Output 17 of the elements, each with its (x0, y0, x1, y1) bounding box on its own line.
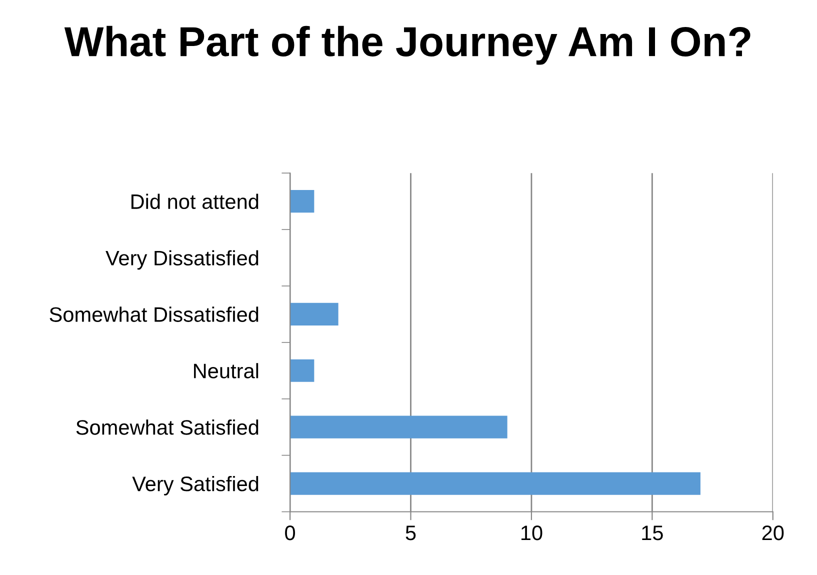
bar (290, 416, 508, 438)
y-tick-label: Neutral (194, 363, 258, 378)
bar (290, 359, 314, 382)
x-tick-label: 10 (521, 525, 542, 540)
chart-title: What Part of the Journey Am I On? (64, 26, 750, 65)
bar (290, 190, 314, 213)
x-tick-label: 20 (762, 525, 784, 540)
bar (290, 302, 338, 326)
y-tick-label: Somewhat Satisfied (76, 420, 258, 435)
y-tick-label: Very Satisfied (132, 476, 258, 496)
x-tick-label: 0 (285, 525, 296, 540)
bar (290, 472, 700, 495)
y-tick-label: Did not attend (131, 194, 258, 210)
y-tick-label: Very Dissatisfied (106, 250, 258, 270)
x-tick-label: 15 (642, 526, 663, 540)
x-tick-label: 5 (406, 526, 416, 540)
y-tick-label: Somewhat Dissatisfied (50, 306, 258, 322)
